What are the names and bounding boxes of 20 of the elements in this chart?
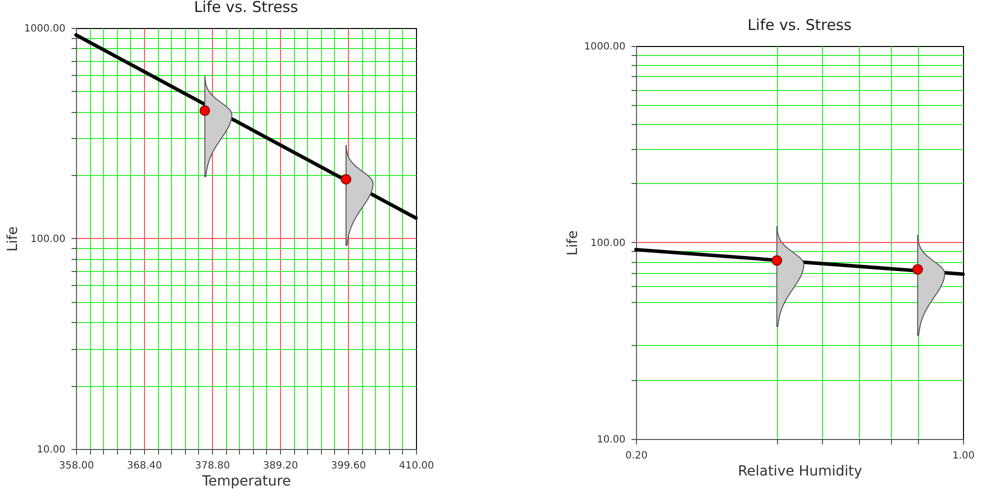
x-tick-label: 410.00 bbox=[399, 460, 434, 472]
y-axis-title: Life bbox=[565, 230, 582, 256]
x-axis-title: Relative Humidity bbox=[738, 464, 862, 480]
y-tick-label: 100.00 bbox=[30, 234, 66, 245]
y-tick-label: 10.00 bbox=[36, 444, 66, 456]
x-tick-label: 0.20 bbox=[625, 450, 648, 462]
y-tick-label: 1000.00 bbox=[584, 42, 626, 52]
chart-title: Life vs. Stress bbox=[747, 16, 852, 34]
x-tick-label: 368.40 bbox=[127, 460, 162, 472]
y-tick-label: 10.00 bbox=[596, 434, 626, 446]
y-axis-title: Life bbox=[5, 226, 22, 252]
x-tick-label: 1.00 bbox=[952, 450, 975, 462]
x-axis-title: Temperature bbox=[201, 474, 291, 489]
x-tick-label: 358.00 bbox=[59, 460, 94, 472]
x-tick-label: 378.80 bbox=[195, 460, 230, 472]
chart-title: Life vs. Stress bbox=[194, 0, 298, 16]
x-tick-label: 389.20 bbox=[263, 460, 298, 472]
y-tick-label: 100.00 bbox=[590, 238, 626, 249]
x-tick-label: 399.60 bbox=[331, 460, 366, 472]
y-tick-label: 1000.00 bbox=[24, 24, 66, 34]
